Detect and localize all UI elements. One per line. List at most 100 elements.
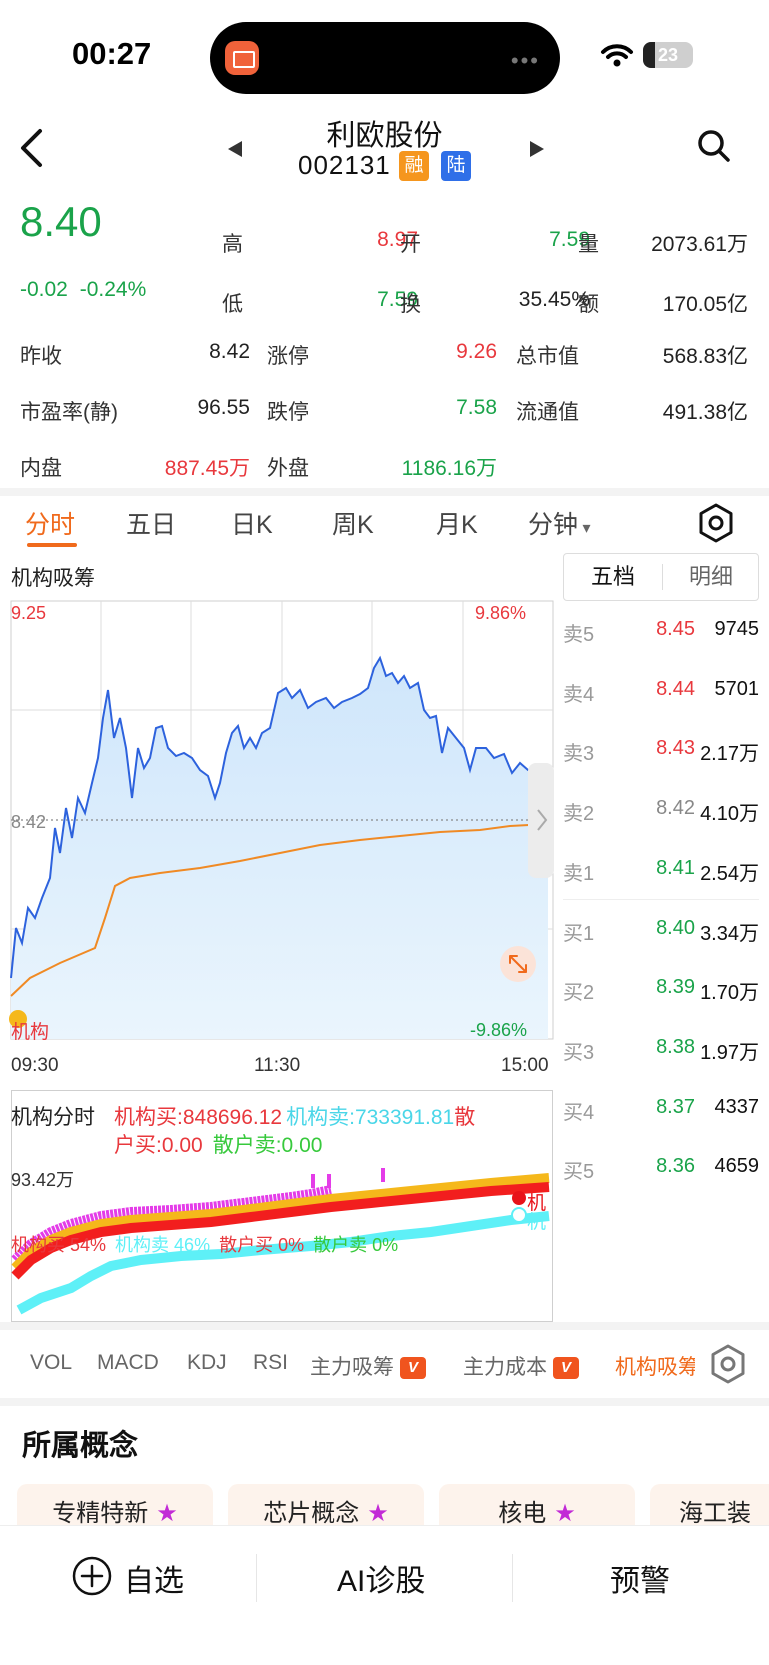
concepts-title: 所属概念: [22, 1430, 139, 1462]
intraday-chart[interactable]: [0, 598, 560, 1068]
chart-side-handle: [528, 763, 554, 878]
tab-2[interactable]: 日K: [231, 511, 273, 539]
price-area: [11, 658, 548, 1039]
last-price: 8.40: [20, 198, 102, 245]
depth-price: 8.41: [656, 856, 695, 879]
back-icon[interactable]: [16, 128, 46, 168]
depth-volume: 3.34万: [700, 922, 759, 945]
quote-label: 涨停: [267, 345, 309, 368]
indicator-tab-5[interactable]: 主力成本 V: [463, 1351, 579, 1381]
depth-price: 8.45: [656, 618, 695, 640]
quote-label: 总市值: [516, 345, 579, 368]
inst-flow-chart: [11, 1168, 550, 1315]
quote-value: 1186.16万: [401, 457, 497, 480]
depth-tabs: 五档 明细: [563, 553, 759, 601]
search-icon[interactable]: [696, 128, 732, 164]
settings-icon[interactable]: [696, 502, 736, 544]
quote-value: 491.38亿: [662, 401, 748, 424]
depth-volume: 4659: [714, 1155, 760, 1178]
quote-value: 35.45%: [518, 288, 590, 311]
ask-row: 卖2 8.42 4.10万: [563, 797, 759, 827]
tab-4[interactable]: 月K: [436, 511, 478, 539]
concept-label: 芯片概念: [263, 1500, 360, 1527]
quote-value: 7.59: [549, 228, 590, 251]
indicator-tab-0[interactable]: VOL: [30, 1351, 73, 1374]
inst-level-label: 93.42万: [11, 1170, 75, 1190]
depth-label: 卖4: [563, 683, 595, 706]
retail-sell-total: 散户卖:0.00: [212, 1134, 323, 1157]
inst-sell-cum-band: [11, 1173, 550, 1272]
indicator-tab-6[interactable]: 机构吸筹: [615, 1356, 695, 1379]
depth-label: 卖1: [563, 862, 595, 885]
tab-1[interactable]: 五日: [126, 511, 177, 539]
add-watchlist-icon[interactable]: [72, 1556, 112, 1596]
tab-trade-detail[interactable]: 明细: [688, 564, 733, 589]
tab-3[interactable]: 周K: [332, 511, 374, 539]
inst-sell-pct: 机构卖 46%: [115, 1235, 211, 1255]
quote-label: 量: [578, 233, 599, 256]
depth-label: 买4: [563, 1101, 595, 1124]
depth-price: 8.36: [656, 1155, 695, 1178]
tab-0[interactable]: 分时: [25, 511, 76, 539]
depth-price: 8.44: [656, 677, 695, 700]
retail-buy-pct: 散户买 0%: [219, 1235, 305, 1255]
prev-stock-icon[interactable]: [226, 139, 244, 159]
time-label-mid: 11:30: [254, 1055, 301, 1076]
depth-price: 8.37: [656, 1095, 695, 1118]
depth-divider: [563, 899, 759, 900]
pct-axis-high: 9.86%: [475, 603, 527, 623]
indicator-tab-2[interactable]: KDJ: [187, 1351, 227, 1374]
section-divider: [0, 1398, 769, 1406]
change-percent: -0.24%: [79, 278, 147, 301]
quote-label: 跌停: [267, 401, 309, 424]
depth-volume: 1.97万: [700, 1041, 759, 1064]
depth-volume: 4.10万: [700, 803, 759, 826]
bottom-bar: 自选 AI诊股 预警: [0, 1525, 769, 1665]
quote-label: 内盘: [20, 457, 62, 480]
quote-label: 开: [400, 233, 421, 256]
ask-row: 卖3 8.43 2.17万: [563, 737, 759, 767]
quote-value: 96.55: [197, 396, 250, 419]
inst-title: 机构分时: [11, 1106, 95, 1129]
watchlist-button[interactable]: 自选: [124, 1565, 184, 1598]
quote-value: 887.45万: [164, 457, 250, 480]
next-stock-icon[interactable]: [528, 139, 546, 159]
quote-label: 市盈率(静): [20, 401, 118, 424]
ai-diagnosis-button[interactable]: AI诊股: [337, 1565, 426, 1598]
bid-row: 买3 8.38 1.97万: [563, 1036, 759, 1066]
inst-buy-cum-band: [11, 1185, 332, 1264]
legend-buy-dot: [512, 1191, 526, 1205]
ask-row: 卖5 8.45 9745: [563, 618, 759, 648]
price-change: -0.02 -0.24%: [20, 278, 146, 302]
tab-five-level[interactable]: 五档: [590, 564, 635, 589]
wifi-icon: [601, 44, 633, 67]
margin-tag: 融: [399, 151, 429, 181]
dynamic-island: •••: [210, 22, 560, 94]
depth-label: 卖2: [563, 803, 595, 826]
quote-value: 170.05亿: [662, 293, 748, 316]
section-divider: [0, 1322, 769, 1330]
legend-sell-dot: [511, 1207, 527, 1223]
depth-volume: 1.70万: [700, 982, 759, 1005]
tab-5[interactable]: 分钟 ▾: [528, 511, 591, 539]
more-dots-icon: •••: [510, 48, 540, 73]
indicator-settings-icon[interactable]: [708, 1343, 748, 1385]
indicator-tab-4[interactable]: 主力吸筹 V: [310, 1351, 426, 1381]
depth-volume: 5701: [714, 677, 760, 700]
indicator-tab-3[interactable]: RSI: [253, 1351, 289, 1374]
depth-label: 买2: [563, 982, 595, 1005]
inst-buy-line: [11, 1182, 550, 1280]
indicator-tab-1[interactable]: MACD: [97, 1351, 159, 1374]
inst-corner-label: 机构: [11, 1022, 50, 1043]
inst-sell-total: 机构卖:733391.81: [286, 1106, 455, 1129]
depth-label: 买3: [563, 1041, 595, 1064]
depth-price: 8.40: [656, 916, 695, 939]
concept-label: 专精特新: [52, 1500, 149, 1527]
price-alert-button[interactable]: 预警: [610, 1565, 670, 1598]
battery-icon: 23: [643, 42, 693, 68]
quote-label: 低: [222, 293, 243, 316]
ask-row: 卖1 8.41 2.54万: [563, 857, 759, 887]
inst-legend-line2: 户买:0.00 散户卖:0.00: [114, 1129, 322, 1159]
depth-price: 8.42: [656, 797, 695, 820]
bid-row: 买4 8.37 4337: [563, 1096, 759, 1126]
